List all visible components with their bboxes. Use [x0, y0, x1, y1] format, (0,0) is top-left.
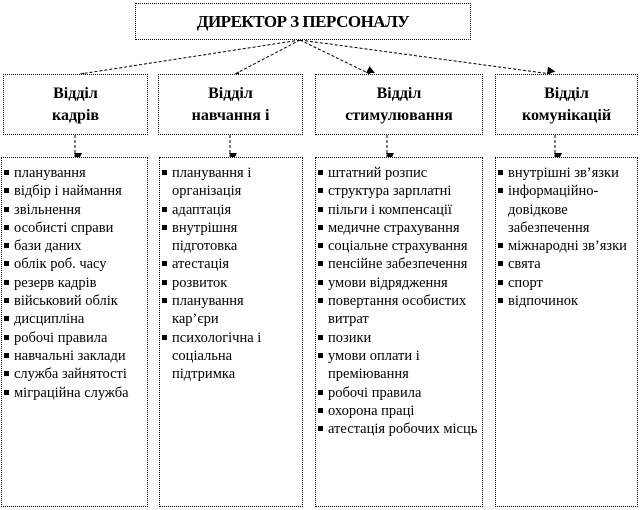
list-item: навчальні заклади	[4, 347, 145, 365]
list-item: психологічна і соціальна підтримка	[162, 329, 272, 384]
list-item: умови відрядження	[318, 274, 480, 292]
list-item: міжнародні зв’язки	[498, 237, 627, 255]
list-item: планування	[4, 164, 145, 182]
list-item: особисті справи	[4, 219, 145, 237]
arrow-to-dept-1	[76, 39, 301, 81]
dept-box-motivation: Відділ стимулювання	[315, 74, 483, 135]
dept-title: Відділ навчання і	[191, 84, 270, 124]
list-item: резерв кадрів	[4, 274, 145, 292]
dept-box-communications: Відділ комунікацій	[495, 74, 638, 135]
list-item: структура зарплатні	[318, 182, 480, 200]
list-item: атестація робочих місць	[318, 420, 480, 438]
list-item: адаптація	[162, 201, 272, 219]
list-item: атестація	[162, 255, 272, 273]
list-item: умови оплати і преміювання	[318, 347, 480, 384]
list-item: позики	[318, 329, 480, 347]
list-item: планування і організація	[162, 164, 272, 201]
list-item: охорона праці	[318, 402, 480, 420]
dept-functions-list-communications: внутрішні зв’язки інформаційно-довідкове …	[495, 157, 638, 507]
list-item: звільнення	[4, 201, 145, 219]
list-item: штатний розпис	[318, 164, 480, 182]
list-item: робочі правила	[4, 329, 145, 347]
list-item: спорт	[498, 274, 627, 292]
list-item: повертання особистих витрат	[318, 292, 480, 329]
dept-functions-list-motivation: штатний розпис структура зарплатні пільги …	[315, 157, 483, 507]
dept-box-training: Відділ навчання і	[158, 74, 303, 135]
list-item: пільги і компенсації	[318, 201, 480, 219]
list-item: розвиток	[162, 274, 272, 292]
list-item: робочі правила	[318, 384, 480, 402]
dept-functions-list-hr: планування відбір і наймання звільнення осо…	[1, 157, 148, 507]
arrow-to-dept-3	[299, 39, 375, 75]
dept-title: Відділ стимулювання	[345, 84, 453, 124]
dept-title: Відділ комунікацій	[521, 84, 612, 124]
list-item: пенсійне забезпечення	[318, 255, 480, 273]
list-item: відпочинок	[498, 292, 627, 310]
list-item: дисципліна	[4, 310, 145, 328]
director-title: ДИРЕКТОР З ПЕРСОНАЛУ	[196, 11, 410, 31]
list-item: міграційна служба	[4, 384, 145, 402]
list-item: внутрішні зв’язки	[498, 164, 627, 182]
list-item: планування кар’єри	[162, 292, 272, 329]
dept-functions-list-training: планування і організація адаптація внутріш…	[159, 157, 303, 507]
list-item: бази даних	[4, 237, 145, 255]
dept-box-hr: Відділ кадрів	[3, 74, 148, 135]
list-item: соціальне страхування	[318, 237, 480, 255]
list-item: служба зайнятості	[4, 365, 145, 383]
list-item: відбір і наймання	[4, 182, 145, 200]
list-item: свята	[498, 255, 627, 273]
list-item: внутрішня підготовка	[162, 219, 272, 256]
arrow-to-dept-4	[299, 39, 556, 75]
director-box: ДИРЕКТОР З ПЕРСОНАЛУ	[135, 3, 471, 40]
list-item: облік роб. часу	[4, 255, 145, 273]
list-item: військовий облік	[4, 292, 145, 310]
arrow-to-dept-2	[232, 39, 301, 79]
dept-title: Відділ кадрів	[51, 84, 100, 124]
list-item: медичне страхування	[318, 219, 480, 237]
list-item: інформаційно-довідкове забезпечення	[498, 182, 627, 237]
